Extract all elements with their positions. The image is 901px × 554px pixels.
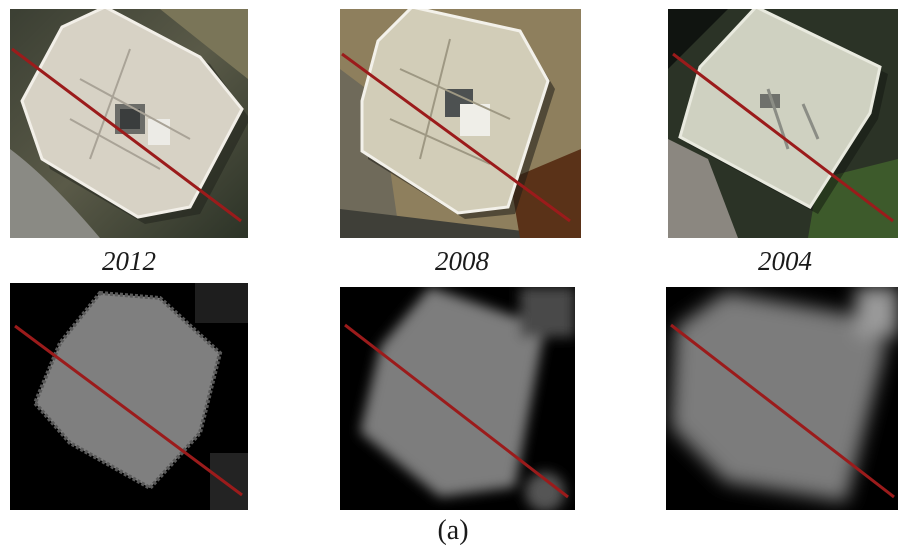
aerial-image-2004: [668, 9, 898, 238]
year-label-2012: 2012: [102, 246, 156, 276]
aerial-image-2012: [10, 9, 248, 238]
dsm-image-2004: [666, 287, 898, 510]
profile-line: [672, 52, 894, 223]
year-label-2004: 2004: [758, 246, 812, 276]
profile-line: [11, 47, 242, 223]
profile-line: [670, 323, 895, 499]
aerial-image-2008: [340, 9, 581, 238]
dsm-image-2008: [340, 287, 575, 510]
dsm-image-2012: [10, 283, 248, 510]
figure-caption: (a): [437, 515, 469, 546]
year-label-2008: 2008: [435, 246, 489, 276]
profile-line: [344, 323, 569, 499]
profile-line: [14, 324, 243, 497]
profile-line: [341, 52, 571, 223]
